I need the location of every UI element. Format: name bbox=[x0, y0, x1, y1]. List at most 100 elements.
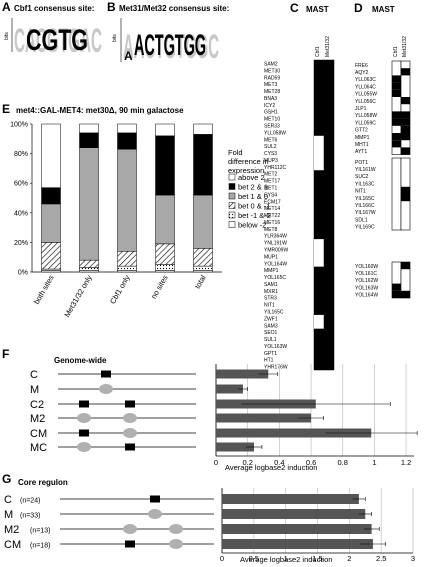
gene-label: MET17 bbox=[264, 179, 280, 185]
met31-site-oval bbox=[148, 509, 162, 519]
gene-label: YIL167W bbox=[355, 210, 376, 216]
legend-swatch bbox=[228, 183, 236, 190]
cbf1-present-cell bbox=[392, 111, 401, 119]
y-tick-label: 100% bbox=[10, 122, 28, 129]
gene-label: MET28 bbox=[264, 89, 280, 95]
met31-present-cell bbox=[401, 147, 410, 155]
panel-b-title: Met31/Met32 consensus site: bbox=[119, 4, 229, 13]
legend-label: bet 1 & 0 bbox=[238, 192, 268, 201]
schematic-row: C bbox=[30, 369, 196, 381]
gene-label: MXR1 bbox=[264, 289, 278, 295]
met31-present-cell bbox=[401, 133, 410, 141]
schematic-row: MC bbox=[30, 442, 196, 454]
cbf1-site-box bbox=[150, 495, 160, 503]
gene-label: STR3 bbox=[264, 296, 277, 302]
gene-label: YOL164W bbox=[355, 293, 378, 299]
gene-label: YOL160W bbox=[355, 264, 378, 270]
row-count: (n=18) bbox=[30, 543, 50, 550]
schematic-row: M2 (n=13) bbox=[4, 524, 214, 536]
bar-segment-bet-1-2 bbox=[117, 265, 137, 271]
cbf1-present-cell bbox=[392, 75, 401, 83]
row-label: CM bbox=[30, 428, 47, 440]
met31-present-cell bbox=[401, 194, 410, 202]
x-tick-label: 0.8 bbox=[338, 458, 348, 467]
met31-site-oval bbox=[123, 524, 137, 534]
legend-title-1: Fold bbox=[228, 148, 243, 157]
y-tick-label: 60% bbox=[14, 181, 28, 188]
row-label: M bbox=[4, 509, 13, 521]
panel-a-title: Cbf1 consensus site: bbox=[14, 4, 94, 13]
panel-e: E met4::GAL-MET4: met30Δ, 90 min galacto… bbox=[2, 102, 271, 319]
cbf1-present-cell bbox=[392, 290, 401, 298]
gene-label: FRE6 bbox=[355, 63, 368, 69]
panel-b: B Met31/Met32 consensus site: bits AACTG… bbox=[107, 0, 229, 66]
gene-label: YOL162W bbox=[355, 278, 378, 284]
cbf1-present-cell bbox=[392, 89, 401, 97]
row-count: (n=33) bbox=[20, 513, 40, 520]
row-label: M bbox=[30, 384, 39, 396]
legend-swatch bbox=[228, 221, 236, 228]
gene-label: MET6 bbox=[264, 137, 278, 143]
panel-f-xlabel: Average logbase2 induction bbox=[225, 463, 317, 472]
gene-label: MET16 bbox=[264, 220, 280, 226]
cbf1-site-box bbox=[125, 443, 135, 451]
bar-segment-bet-1-2 bbox=[155, 264, 175, 271]
panel-c-col2: Met31/32 bbox=[325, 36, 331, 57]
gene-label: YLL063C bbox=[355, 77, 376, 83]
gene-label: CYS3 bbox=[264, 151, 277, 157]
y-tick-label: 20% bbox=[14, 240, 28, 247]
gene-label: SUL1 bbox=[264, 337, 277, 343]
met31-present-cell bbox=[324, 60, 334, 370]
bar-C bbox=[216, 369, 269, 379]
gene-label: YIL169C bbox=[355, 225, 375, 231]
met31-site-oval bbox=[169, 524, 183, 534]
cbf1-column bbox=[391, 157, 402, 231]
bar-segment-bet-0-1 bbox=[193, 248, 213, 267]
panel-b-ylabel: bits bbox=[112, 34, 118, 42]
row-label: MC bbox=[30, 442, 47, 454]
schematic-row: M2 bbox=[30, 413, 196, 425]
gene-label: MET8 bbox=[264, 227, 278, 233]
panel-c-label: C bbox=[290, 1, 299, 15]
bar-segment-bet-2-1 bbox=[193, 134, 213, 196]
schematic-row: M bbox=[30, 384, 196, 396]
genome-wide-bar-chart: 0 0.2 0.4 0.6 0.8 1 1.2 bbox=[214, 364, 418, 467]
panel-g-label: G bbox=[2, 472, 11, 486]
gene-label: NIT1 bbox=[355, 189, 366, 195]
legend-label: bet -1 &-2 bbox=[238, 211, 271, 220]
panel-b-label: B bbox=[107, 0, 116, 14]
x-tick-label: 0.6 bbox=[306, 458, 316, 467]
panel-a: A Cbf1 consensus site: bits CACGTGAC CGT… bbox=[2, 0, 102, 60]
y-tick-label: 40% bbox=[14, 210, 28, 217]
bar-CM bbox=[222, 539, 373, 549]
gene-label: GPT1 bbox=[264, 351, 277, 357]
bar-C bbox=[222, 494, 359, 504]
cbf1-present-cell bbox=[392, 118, 401, 126]
legend-swatch bbox=[228, 202, 236, 209]
y-tick-label: 80% bbox=[14, 151, 28, 158]
x-tick-label: 1 bbox=[284, 554, 288, 563]
legend-swatch bbox=[228, 192, 236, 200]
panel-f: F Genome-wide CM C2 M2 CM MC 0 0.2 0.4 0.6 0.8 1 1… bbox=[2, 347, 418, 472]
panel-e-title: met4::GAL-MET4: met30Δ, 90 min galactose bbox=[16, 106, 184, 115]
panel-c-gene-list: SAM2MET30RAD59MET3MET28BNA3ICY2GSH1MET10… bbox=[264, 62, 288, 371]
gene-label: YLR364W bbox=[264, 234, 287, 240]
gene-label: YOL164W bbox=[264, 261, 287, 267]
gene-label: SAM3 bbox=[264, 323, 278, 329]
row-label: C bbox=[4, 494, 12, 506]
x-tick-label: 0 bbox=[214, 458, 218, 467]
schematic-row: M (n=33) bbox=[4, 509, 214, 521]
panel-f-title: Genome-wide bbox=[54, 356, 107, 365]
bar-M bbox=[216, 384, 243, 394]
panel-a-ylabel: bits bbox=[4, 32, 10, 40]
cbf1-absent-cell bbox=[314, 135, 324, 171]
gene-label: MMP1 bbox=[264, 268, 279, 274]
gene-label: YIL165C bbox=[264, 310, 284, 316]
x-tick-label: 0.4 bbox=[274, 458, 284, 467]
gene-label: MET10 bbox=[264, 117, 280, 123]
gene-label: YMR009W bbox=[264, 248, 288, 254]
met31-present-cell bbox=[401, 68, 410, 76]
gene-label: YHR176W bbox=[264, 365, 288, 371]
